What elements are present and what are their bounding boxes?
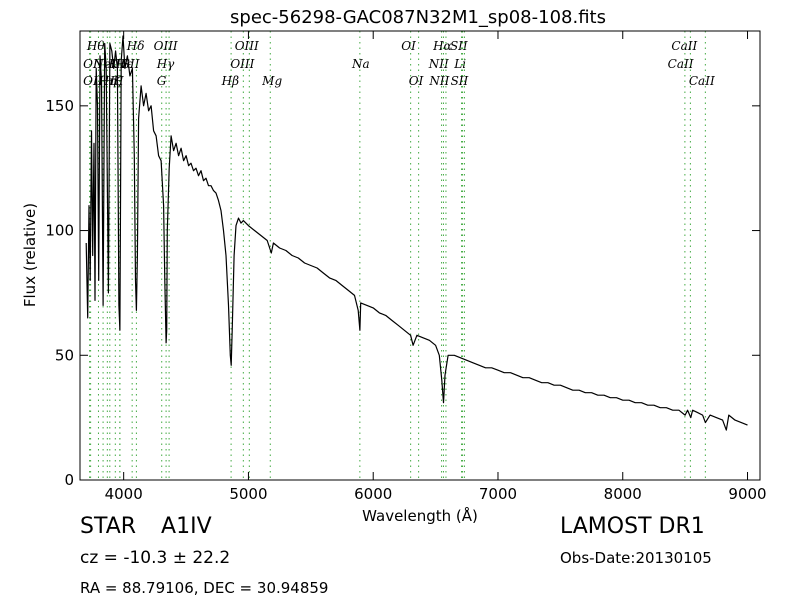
object-class: STAR A1IV (80, 514, 212, 539)
spectral-line-label: Na (351, 57, 370, 71)
spectral-line-label: OIII (230, 57, 254, 71)
spectral-line-label: Li (453, 57, 466, 71)
spectral-line-label: Hα (432, 39, 452, 53)
x-tick-label: 9000 (728, 485, 766, 503)
spectral-line-label: G (157, 74, 167, 88)
chart-title: spec-56298-GAC087N32M1_sp08-108.fits (230, 7, 606, 28)
spectral-line-label: OII (83, 57, 103, 71)
object-class-value: STAR (80, 514, 137, 539)
spectral-line-label: Hδ (126, 39, 145, 53)
y-tick-label: 150 (45, 97, 74, 115)
x-tick-label: 8000 (604, 485, 642, 503)
survey-name: LAMOST DR1 (560, 514, 705, 539)
spectral-line-label: OIII (154, 39, 178, 53)
plot-frame (79, 30, 761, 481)
ticks-layer: 4000 5000 6000 7000 8000 9000 0 50 100 150 (45, 31, 767, 503)
x-axis-label: Wavelength (Å) (362, 506, 478, 525)
spectral-lines-layer: OIIOIIHθHηNeIIIHζKHHεSIIHδGHγOIIIHβOIIIO… (83, 31, 715, 480)
redshift-text: cz = -10.3 ± 22.2 (80, 548, 231, 568)
coordinates-text: RA = 88.79106, DEC = 30.94859 (80, 579, 329, 597)
spectral-line-label: Hγ (156, 57, 175, 71)
spectral-line-label: CaII (668, 57, 694, 71)
spectral-line-label: NII (428, 57, 449, 71)
y-tick-label: 100 (45, 222, 74, 240)
spectral-line-label: SII (450, 39, 468, 53)
x-tick-label: 6000 (354, 485, 392, 503)
spectral-line-label: OI (401, 39, 416, 53)
spectral-line-label: NII (428, 74, 449, 88)
spectral-line-label: OI (409, 74, 424, 88)
spectrum-line (85, 35, 748, 431)
series-layer (85, 35, 748, 431)
spectral-line-label: Hβ (221, 74, 239, 88)
spectral-line-label: CaII (689, 74, 715, 88)
x-tick-label: 4000 (105, 485, 143, 503)
y-tick-label: 0 (64, 471, 74, 489)
x-tick-label: 7000 (479, 485, 517, 503)
spectral-line-label: Mg (261, 74, 282, 88)
spectral-line-label: OIII (235, 39, 259, 53)
spectral-line-label: OII (83, 74, 103, 88)
x-tick-label: 5000 (229, 485, 267, 503)
observation-date: Obs-Date:20130105 (560, 549, 712, 567)
spectral-line-label: Hθ (86, 39, 105, 53)
spectral-line-label: CaII (671, 39, 697, 53)
y-tick-label: 50 (55, 346, 74, 364)
y-axis-label: Flux (relative) (21, 203, 39, 307)
object-subclass: A1IV (161, 514, 212, 539)
spectral-line-label: SII (451, 74, 469, 88)
